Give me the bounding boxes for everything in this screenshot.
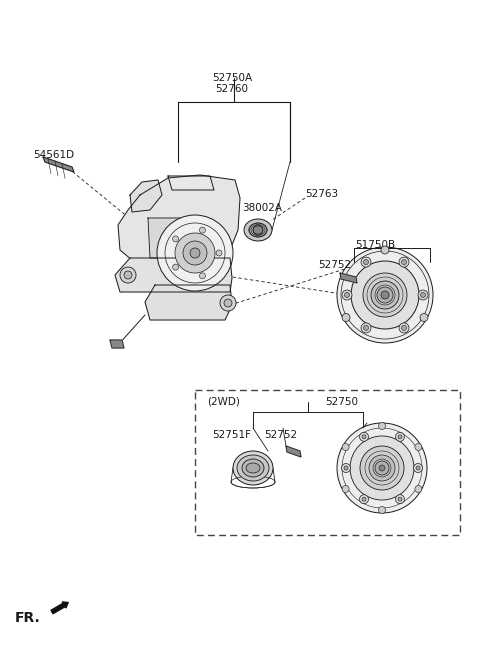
Circle shape [173,264,179,270]
Circle shape [362,435,366,439]
Polygon shape [115,258,232,292]
Ellipse shape [233,451,273,485]
Polygon shape [340,273,357,283]
Ellipse shape [242,459,264,477]
Circle shape [381,291,389,299]
Circle shape [377,287,393,303]
Polygon shape [286,446,301,457]
Text: (2WD): (2WD) [207,397,240,407]
Polygon shape [148,218,198,258]
Circle shape [396,432,405,441]
Circle shape [350,436,414,500]
Circle shape [337,423,427,513]
Circle shape [379,506,385,514]
Polygon shape [110,340,124,348]
Circle shape [120,267,136,283]
Ellipse shape [246,463,260,473]
Polygon shape [145,285,232,320]
Circle shape [363,273,407,317]
Circle shape [342,290,352,300]
Circle shape [124,271,132,279]
Circle shape [360,495,369,504]
Circle shape [371,281,399,309]
Circle shape [216,250,222,256]
Bar [195,390,460,535]
Circle shape [253,225,263,235]
Text: 52750A: 52750A [212,73,252,83]
Text: 52751F: 52751F [212,430,251,440]
Circle shape [420,314,428,321]
Circle shape [415,443,422,451]
Circle shape [199,227,205,233]
Text: 52752: 52752 [264,430,297,440]
Circle shape [199,273,205,279]
Circle shape [399,323,409,333]
Text: 54561D: 54561D [33,150,74,160]
Circle shape [361,257,371,267]
Circle shape [399,257,409,267]
Circle shape [342,485,349,493]
Polygon shape [130,180,162,212]
Polygon shape [118,175,240,272]
Circle shape [363,325,369,331]
Circle shape [398,435,402,439]
Circle shape [342,443,349,451]
Text: FR.: FR. [15,611,41,625]
Polygon shape [43,157,74,172]
Circle shape [396,495,405,504]
Circle shape [375,461,389,475]
Circle shape [418,290,428,300]
Text: 51750B: 51750B [355,240,395,250]
Circle shape [415,485,422,493]
Circle shape [381,246,389,254]
Circle shape [379,422,385,430]
Text: 52750: 52750 [325,397,358,407]
Text: 52763: 52763 [305,189,338,199]
Circle shape [157,215,233,291]
Circle shape [379,465,385,471]
Circle shape [398,497,402,501]
Circle shape [362,497,366,501]
Ellipse shape [249,223,267,237]
Circle shape [401,325,407,331]
Ellipse shape [244,219,272,241]
Circle shape [341,464,350,472]
Circle shape [342,314,350,321]
Circle shape [360,432,369,441]
Circle shape [416,466,420,470]
Circle shape [344,466,348,470]
Circle shape [345,293,349,298]
Circle shape [224,299,232,307]
Circle shape [369,455,395,481]
Circle shape [173,236,179,242]
Circle shape [363,260,369,264]
Text: 38002A: 38002A [242,203,282,213]
Circle shape [361,323,371,333]
Circle shape [360,446,404,490]
Ellipse shape [237,455,269,481]
Circle shape [413,464,422,472]
Circle shape [220,295,236,311]
Circle shape [190,248,200,258]
FancyArrow shape [51,602,68,614]
Circle shape [175,233,215,273]
Circle shape [401,260,407,264]
Circle shape [183,241,207,265]
Text: 52752: 52752 [318,260,351,270]
Polygon shape [168,176,214,190]
Text: 52760: 52760 [216,84,249,94]
Circle shape [420,293,425,298]
Circle shape [351,261,419,329]
Circle shape [337,247,433,343]
